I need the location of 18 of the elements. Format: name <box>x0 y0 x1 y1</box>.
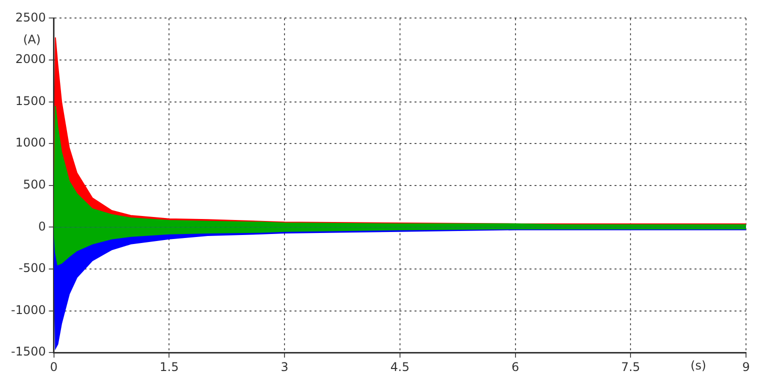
x-tick-label: 1.5 <box>160 360 179 374</box>
y-tick-label: 2000 <box>15 52 46 66</box>
x-tick-label: 3 <box>280 360 288 374</box>
y-tick-label: -1500 <box>10 344 46 359</box>
x-tick-label: 6 <box>511 360 520 374</box>
y-tick-label: -1000 <box>10 302 46 317</box>
y-axis-title: (A) <box>23 32 41 46</box>
x-tick-label: 0 <box>50 360 58 374</box>
x-tick-label: 9 <box>742 360 750 374</box>
x-tick-label: 4.5 <box>390 360 410 374</box>
y-tick-label: -500 <box>18 261 46 276</box>
y-tick-label: 1500 <box>15 94 46 108</box>
x-axis-title: (s) <box>690 358 706 373</box>
y-tick-label: 2500 <box>15 10 46 24</box>
y-tick-label: 1000 <box>15 136 46 150</box>
y-tick-label: 500 <box>22 178 46 192</box>
x-tick-label: 7.5 <box>621 360 640 374</box>
y-tick-label: 0 <box>38 219 46 234</box>
